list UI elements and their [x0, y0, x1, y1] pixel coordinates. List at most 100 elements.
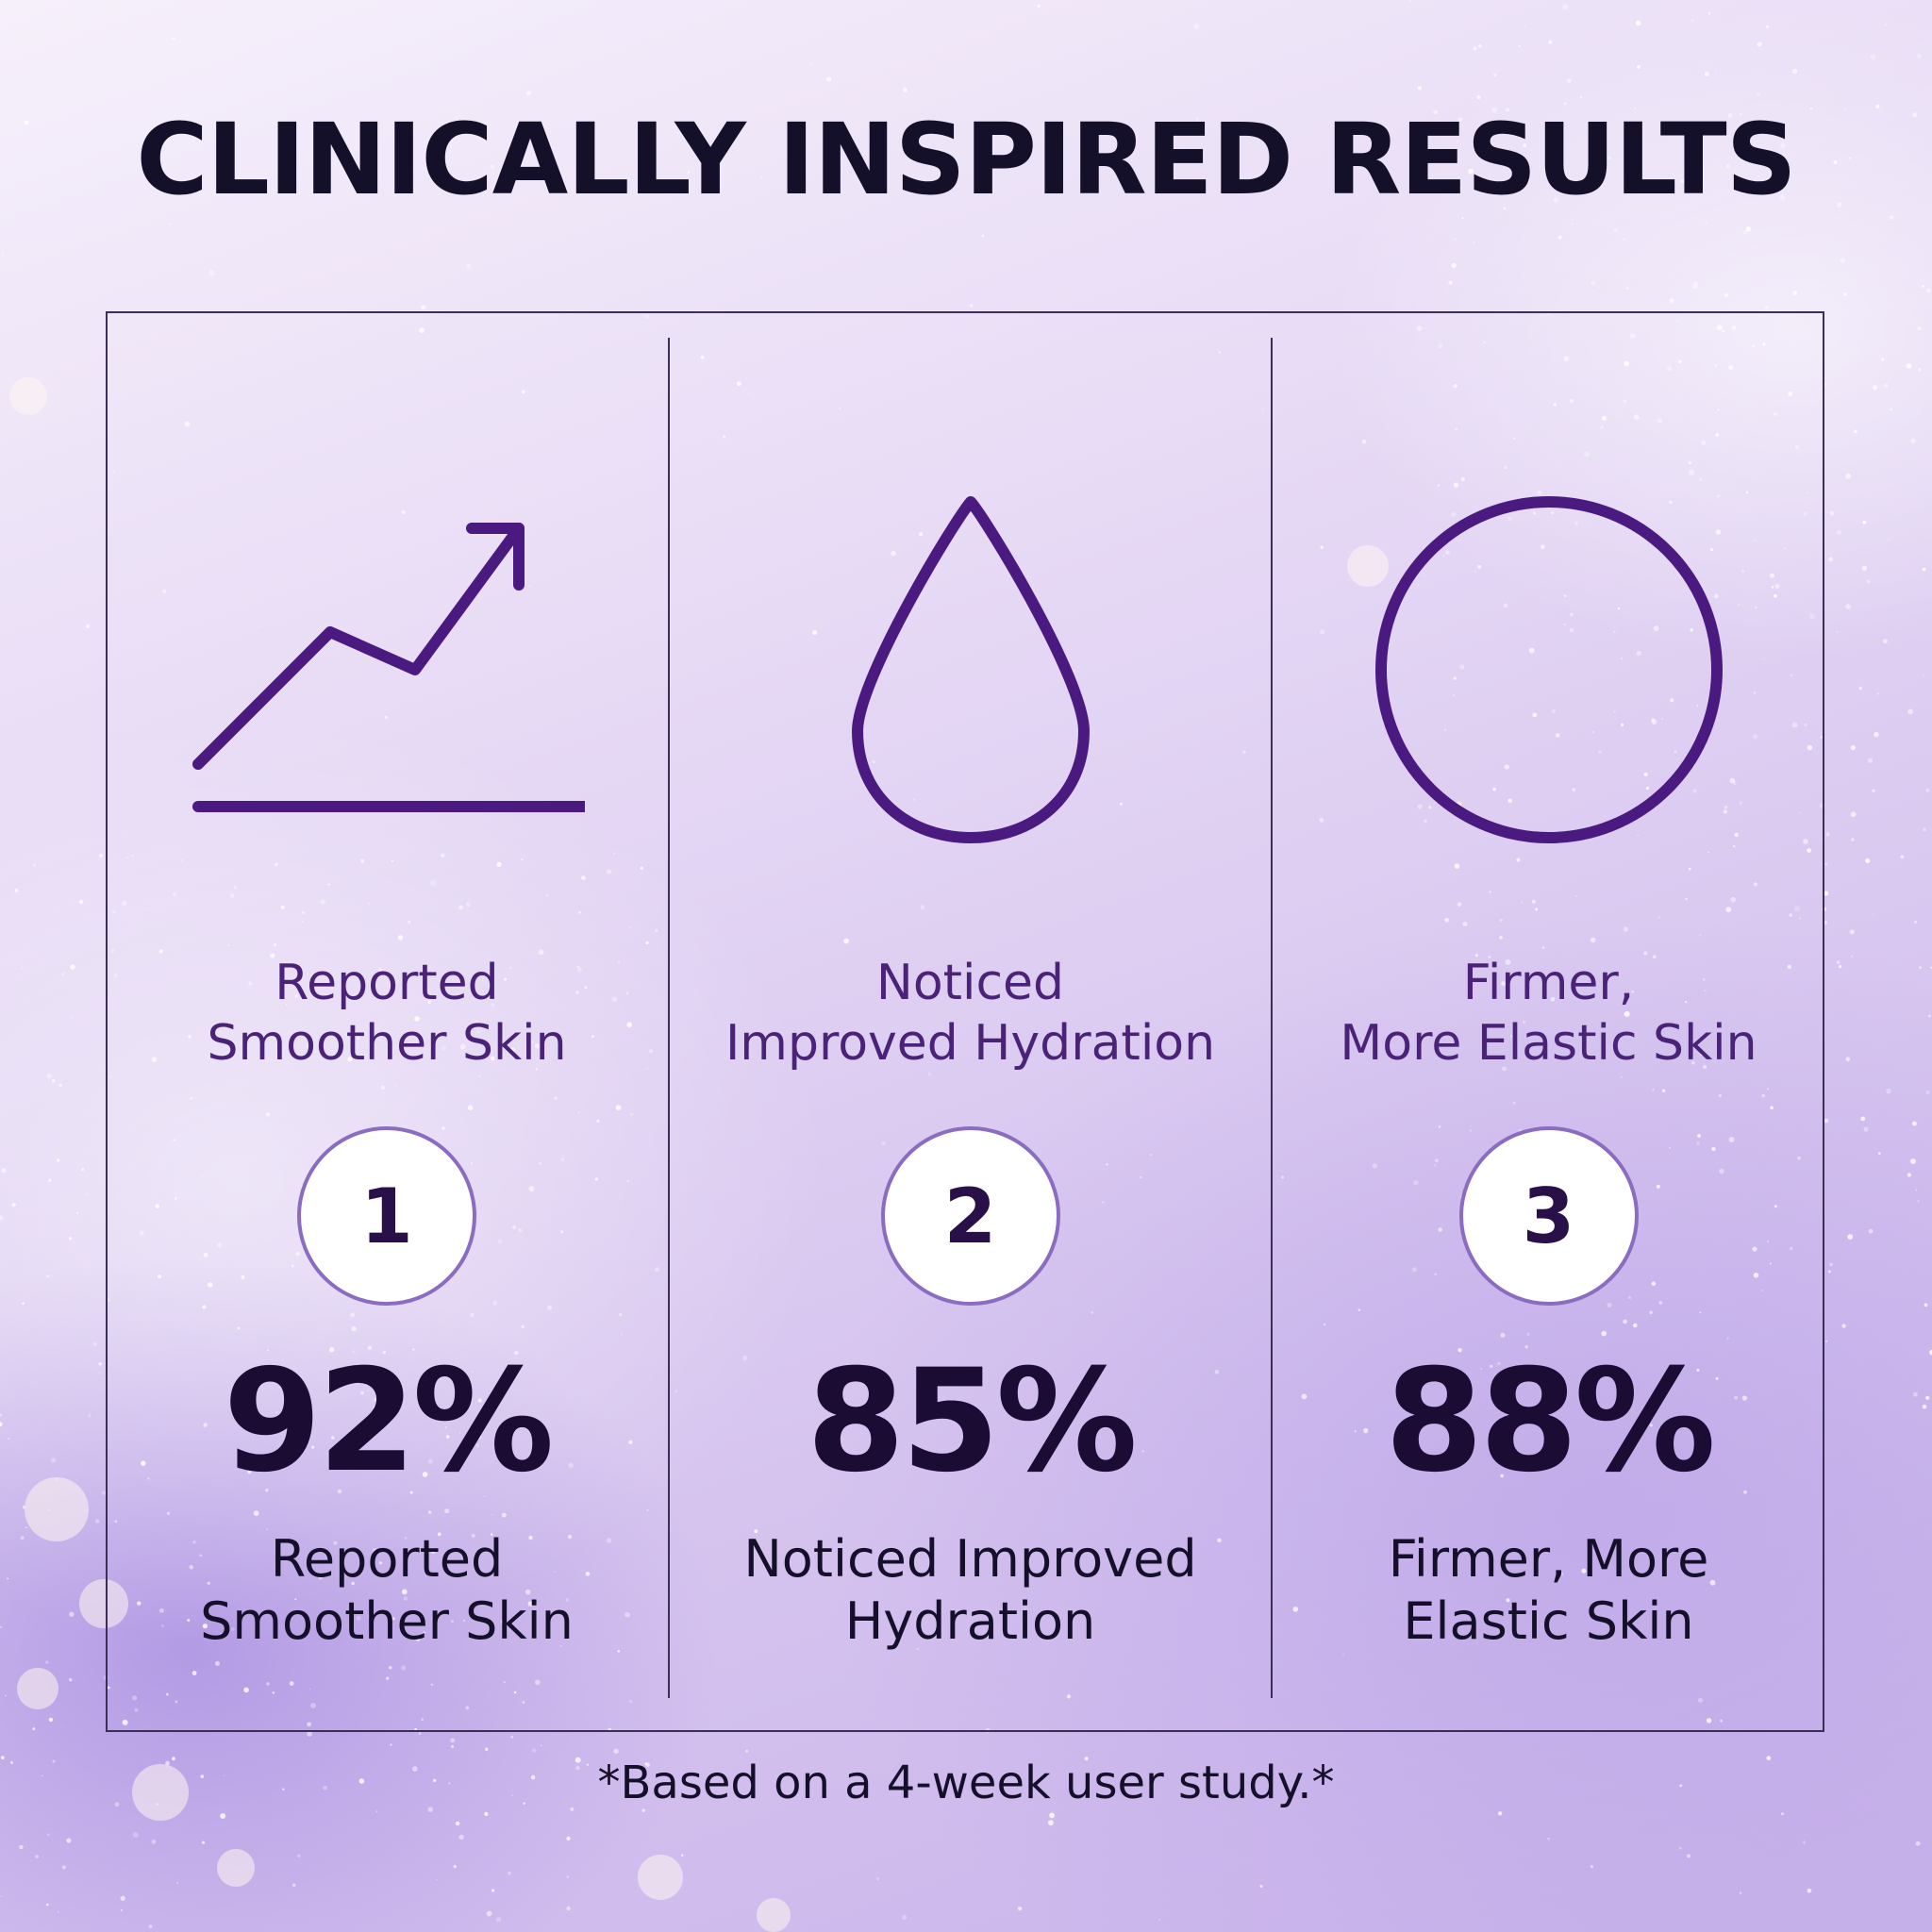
glitter-dot — [903, 87, 908, 92]
glitter-dot — [172, 37, 175, 41]
glitter-dot — [1765, 306, 1769, 309]
bokeh-light — [757, 1898, 791, 1932]
glitter-dot — [1566, 78, 1572, 83]
glitter-dot — [1828, 1270, 1831, 1274]
glitter-dot — [1922, 1405, 1927, 1409]
glitter-dot — [1580, 96, 1582, 98]
stat-label-top: Noticed Improved Hydration — [724, 955, 1216, 1072]
glitter-dot — [1926, 289, 1931, 293]
glitter-dot — [1860, 1116, 1866, 1122]
glitter-dot — [1872, 789, 1875, 792]
glitter-dot — [81, 1167, 85, 1172]
glitter-dot — [1874, 731, 1879, 738]
glitter-dot — [70, 964, 75, 970]
glitter-dot — [1518, 44, 1521, 47]
stat-label-bottom: Noticed Improved Hydration — [743, 1529, 1197, 1651]
glitter-dot — [32, 1727, 36, 1731]
glitter-dot — [1824, 1118, 1829, 1124]
glitter-dot — [902, 1915, 907, 1920]
glitter-dot — [1845, 604, 1851, 609]
glitter-dot — [450, 1738, 456, 1743]
glitter-dot — [1849, 929, 1855, 935]
glitter-dot — [1854, 429, 1857, 434]
glitter-dot — [1919, 966, 1922, 969]
glitter-dot — [1408, 0, 1412, 3]
glitter-dot — [69, 1611, 75, 1617]
glitter-dot — [1925, 1395, 1930, 1400]
glitter-dot — [57, 1910, 59, 1913]
glitter-dot — [1635, 20, 1641, 26]
glitter-dot — [1906, 363, 1912, 369]
glitter-dot — [1851, 955, 1854, 958]
glitter-dot — [1858, 686, 1862, 691]
water-drop-icon — [773, 491, 1169, 849]
step-number-badge: 2 — [880, 1126, 1060, 1306]
stat-label-top: Reported Smoother Skin — [207, 955, 567, 1072]
glitter-dot — [1687, 1854, 1690, 1858]
bokeh-light — [638, 1855, 683, 1900]
glitter-dot — [1049, 1812, 1055, 1819]
glitter-dot — [1907, 1173, 1911, 1177]
glitter-dot — [48, 1178, 52, 1182]
glitter-dot — [1626, 287, 1629, 290]
glitter-dot — [58, 1083, 62, 1087]
glitter-dot — [19, 1844, 24, 1850]
step-number-badge: 1 — [297, 1126, 476, 1306]
glitter-dot — [1829, 1262, 1833, 1267]
glitter-dot — [1807, 1888, 1812, 1893]
glitter-dot — [48, 1508, 52, 1511]
glitter-dot — [876, 1876, 880, 1881]
glitter-dot — [510, 1735, 514, 1739]
glitter-dot — [66, 1838, 72, 1843]
glitter-dot — [1259, 1885, 1263, 1888]
glitter-dot — [1742, 230, 1747, 235]
glitter-dot — [525, 91, 531, 96]
glitter-dot — [465, 263, 472, 269]
glitter-dot — [151, 1839, 157, 1844]
glitter-dot — [1548, 40, 1553, 44]
glitter-dot — [1707, 11, 1711, 15]
glitter-dot — [1705, 223, 1707, 225]
glitter-dot — [0, 1413, 3, 1417]
glitter-dot — [1591, 281, 1596, 286]
glitter-dot — [1547, 1838, 1550, 1840]
glitter-dot — [44, 1660, 49, 1664]
glitter-dot — [541, 1744, 542, 1747]
glitter-dot — [69, 1678, 73, 1682]
glitter-dot — [1497, 1811, 1503, 1816]
glitter-dot — [85, 1192, 89, 1196]
glitter-dot — [0, 1626, 3, 1628]
glitter-dot — [46, 1833, 50, 1837]
glitter-dot — [1678, 1846, 1682, 1850]
glitter-dot — [566, 1875, 569, 1878]
glitter-dot — [1704, 72, 1709, 76]
glitter-dot — [0, 1895, 3, 1897]
glitter-dot — [1866, 579, 1871, 584]
glitter-dot — [1881, 358, 1885, 361]
glitter-dot — [1018, 1907, 1023, 1911]
glitter-dot — [22, 1505, 26, 1509]
circle-icon — [1351, 491, 1747, 849]
glitter-dot — [120, 1895, 125, 1902]
glitter-dot — [1473, 46, 1477, 51]
glitter-dot — [5, 1694, 8, 1697]
glitter-dot — [375, 1810, 378, 1813]
glitter-dot — [1824, 862, 1828, 866]
glitter-dot — [1571, 222, 1574, 225]
glitter-dot — [220, 1813, 226, 1819]
glitter-dot — [1850, 811, 1857, 818]
glitter-dot — [1524, 25, 1526, 27]
glitter-dot — [297, 1854, 301, 1858]
glitter-dot — [1418, 86, 1422, 91]
glitter-dot — [14, 889, 19, 892]
glitter-dot — [1917, 1200, 1920, 1202]
bokeh-light — [17, 1668, 58, 1709]
glitter-dot — [1476, 94, 1481, 100]
glitter-dot — [1925, 788, 1930, 792]
trending-up-chart-icon — [189, 491, 591, 849]
glitter-dot — [0, 1215, 4, 1221]
glitter-dot — [1158, 1918, 1161, 1921]
glitter-dot — [1037, 4, 1041, 8]
glitter-dot — [1836, 630, 1839, 633]
glitter-dot — [176, 1882, 179, 1884]
